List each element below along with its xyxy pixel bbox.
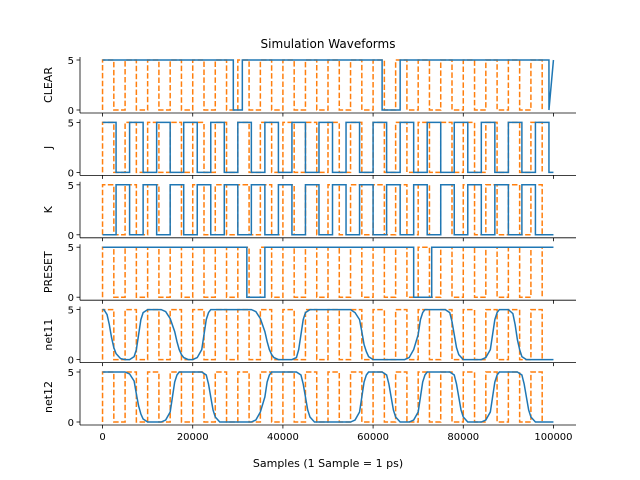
- y-tick-label: 5: [68, 243, 74, 254]
- panel-preset: 0 5 PRESET: [42, 243, 576, 304]
- panel-net11: 0 5 net11: [42, 306, 576, 367]
- x-axis-label: Samples (1 Sample = 1 ps): [253, 457, 403, 470]
- y-axis-label: K: [42, 205, 55, 213]
- y-axis-label: net12: [42, 381, 55, 413]
- panel-clear: 0 5 CLEAR: [42, 56, 576, 117]
- clock-line: [101, 308, 543, 361]
- y-tick-label: 0: [68, 356, 74, 367]
- y-tick-label: 0: [68, 168, 74, 179]
- y-tick-label: 5: [68, 368, 74, 379]
- y-tick-label: 0: [68, 106, 74, 117]
- x-tick-label: 0: [99, 432, 105, 443]
- y-tick-label: 0: [68, 231, 74, 242]
- x-tick-label: 40000: [267, 432, 299, 443]
- chart-title: Simulation Waveforms: [261, 37, 396, 51]
- x-tick-label: 20000: [177, 432, 209, 443]
- y-axis-label: net11: [42, 319, 55, 351]
- signal-line: [102, 184, 554, 236]
- panel-net12: 0 5 0 20000 40000 60000 80000 100000 net12: [42, 368, 576, 443]
- panel-k: 0 5 K: [42, 181, 576, 242]
- clock-line: [101, 59, 543, 111]
- panel-j: 0 5 J: [42, 118, 576, 179]
- signal-line: [102, 371, 554, 423]
- signal-line: [102, 121, 554, 174]
- signal-line: [102, 59, 555, 111]
- y-axis-label: J: [42, 146, 55, 150]
- y-tick-label: 5: [68, 56, 74, 67]
- signal-line: [102, 308, 554, 361]
- y-tick-label: 0: [68, 418, 74, 429]
- signal-line: [102, 246, 554, 298]
- y-axis-label: PRESET: [42, 251, 55, 293]
- x-tick-label: 80000: [447, 432, 479, 443]
- y-tick-label: 5: [68, 118, 74, 129]
- clock-line: [101, 184, 543, 236]
- y-axis-label: CLEAR: [42, 67, 55, 103]
- clock-line: [101, 121, 543, 174]
- y-tick-label: 5: [68, 306, 74, 317]
- y-tick-label: 0: [68, 293, 74, 304]
- clock-line: [101, 246, 543, 298]
- y-tick-label: 5: [68, 181, 74, 192]
- x-tick-label: 100000: [534, 432, 572, 443]
- x-tick-label: 60000: [357, 432, 389, 443]
